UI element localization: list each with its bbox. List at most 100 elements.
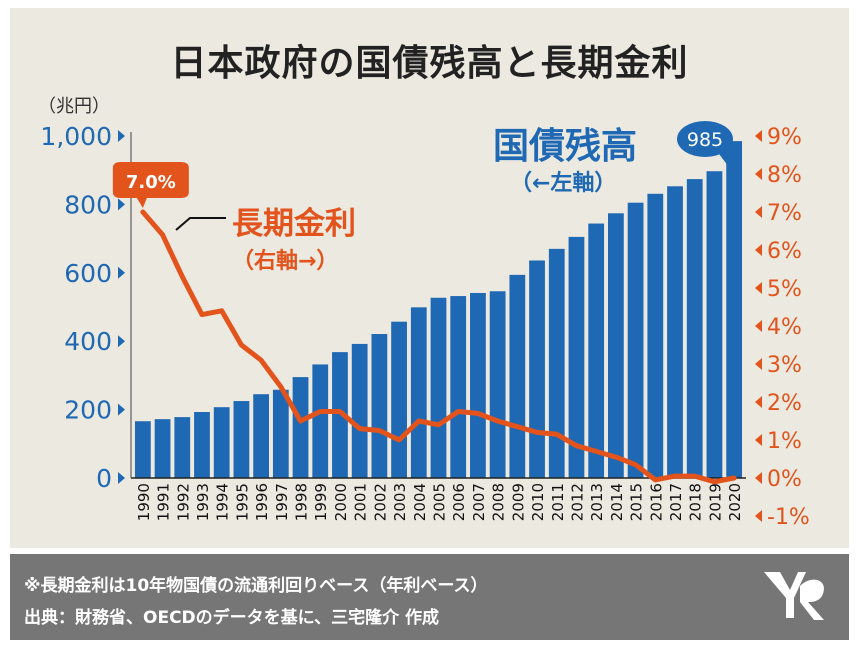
debt-bar: [529, 260, 545, 478]
debt-callout-bubble: [677, 121, 733, 157]
debt-bar: [194, 411, 210, 478]
debt-callout-pointer: [716, 146, 729, 166]
x-tick-label: 2013: [588, 483, 606, 521]
left-tick-marker: [118, 266, 125, 279]
left-tick-label: 0: [96, 464, 112, 493]
right-tick-label: 5%: [767, 277, 802, 302]
x-tick-label: 1994: [214, 483, 232, 521]
right-tick-label: 1%: [767, 429, 802, 454]
x-tick-label: 2005: [431, 483, 449, 521]
left-tick-label: 800: [64, 190, 112, 219]
right-tick-marker: [755, 396, 762, 408]
x-tick-label: 2017: [667, 483, 685, 521]
rate-line: [140, 209, 737, 485]
right-tick-marker: [755, 130, 762, 142]
x-tick-label: 1993: [194, 483, 212, 521]
debt-bar: [430, 297, 447, 478]
right-tick-marker: [755, 434, 762, 446]
x-tick-label: 1997: [273, 483, 291, 521]
left-tick-label: 200: [64, 396, 112, 425]
debt-bar: [174, 417, 191, 478]
debt-bar: [450, 296, 467, 478]
rate-series-name: 長期金利: [232, 206, 356, 242]
right-tick-marker: [755, 472, 762, 484]
chart-title: 日本政府の国債残高と長期金利: [170, 43, 689, 84]
x-tick-label: 1992: [174, 483, 192, 521]
debt-bar: [726, 141, 743, 478]
x-tick-label: 1995: [233, 483, 251, 521]
debt-bar: [470, 292, 486, 478]
debt-bar: [312, 364, 329, 478]
debt-bar: [667, 186, 683, 479]
right-tick-marker: [755, 244, 762, 256]
debt-bar: [647, 193, 664, 478]
debt-bar: [410, 307, 427, 478]
x-tick-label: 2016: [647, 483, 665, 521]
debt-bar: [391, 321, 407, 478]
debt-bar: [509, 274, 526, 478]
left-tick-label: 600: [64, 259, 112, 288]
debt-bar: [213, 407, 230, 478]
rate-axis-note: （右軸→）: [232, 248, 338, 274]
x-tick-label: 2007: [470, 483, 488, 521]
x-tick-label: 2009: [509, 483, 527, 521]
x-tick-label: 2004: [411, 483, 429, 521]
debt-axis-note: （←左軸）: [510, 170, 616, 196]
x-tick-label: 1990: [135, 483, 153, 521]
debt-bar: [154, 419, 171, 478]
right-tick-label: 3%: [767, 353, 802, 378]
x-tick-label: 2018: [687, 483, 705, 521]
x-tick-label: 2003: [391, 483, 409, 521]
x-tick-label: 2008: [490, 483, 508, 521]
debt-bar: [588, 223, 605, 478]
x-tick-label: 1991: [155, 483, 173, 521]
rate-leader-line: [175, 217, 226, 231]
debt-bar: [548, 248, 565, 478]
footer-source: 出典：財務省、OECDのデータを基に、三宅隆介 作成: [24, 608, 440, 628]
right-tick-marker: [755, 168, 762, 180]
left-tick-label: 1,000: [40, 122, 112, 151]
x-tick-label: 2019: [706, 483, 724, 521]
debt-bar: [292, 377, 309, 478]
debt-callout-label: 985: [687, 129, 723, 151]
x-tick-label: 2010: [529, 483, 547, 521]
debt-bar: [706, 171, 723, 478]
right-tick-marker: [755, 320, 762, 332]
right-tick-label: 6%: [767, 239, 802, 264]
right-tick-marker: [755, 282, 762, 294]
debt-bar: [134, 421, 151, 478]
debt-bar: [489, 291, 506, 478]
debt-bar: [608, 213, 624, 479]
x-tick-label: 1996: [253, 483, 271, 521]
debt-bar: [351, 343, 368, 478]
right-tick-label: 9%: [767, 125, 802, 150]
left-tick-marker: [118, 335, 125, 348]
left-tick-marker: [118, 472, 125, 484]
x-tick-label: 2011: [549, 483, 567, 521]
debt-series-name: 国債残高: [493, 126, 637, 167]
rate-callout-bubble: [112, 162, 189, 208]
left-tick-label: 400: [64, 327, 112, 356]
debt-bar: [332, 352, 348, 478]
right-tick-label: 2%: [767, 391, 802, 416]
debt-bar: [233, 401, 250, 478]
left-tick-marker: [118, 198, 125, 211]
right-tick-label: 4%: [767, 315, 802, 340]
left-tick-marker: [118, 403, 125, 416]
x-tick-label: 1999: [312, 483, 330, 521]
x-tick-label: 2012: [568, 483, 586, 521]
footer-bar: [10, 554, 849, 640]
right-tick-marker: [755, 510, 762, 522]
right-tick-label: 7%: [767, 201, 802, 226]
right-tick-label: -1%: [767, 505, 810, 530]
author-logo-icon: [764, 572, 824, 620]
x-tick-label: 2006: [450, 483, 468, 521]
left-tick-marker: [118, 130, 125, 142]
x-tick-label: 2002: [371, 483, 389, 521]
x-tick-label: 1998: [293, 483, 311, 521]
right-tick-marker: [755, 358, 762, 370]
rate-callout-label: 7.0%: [126, 172, 176, 193]
right-tick-label: 0%: [767, 467, 802, 492]
x-tick-label: 2001: [352, 483, 370, 521]
